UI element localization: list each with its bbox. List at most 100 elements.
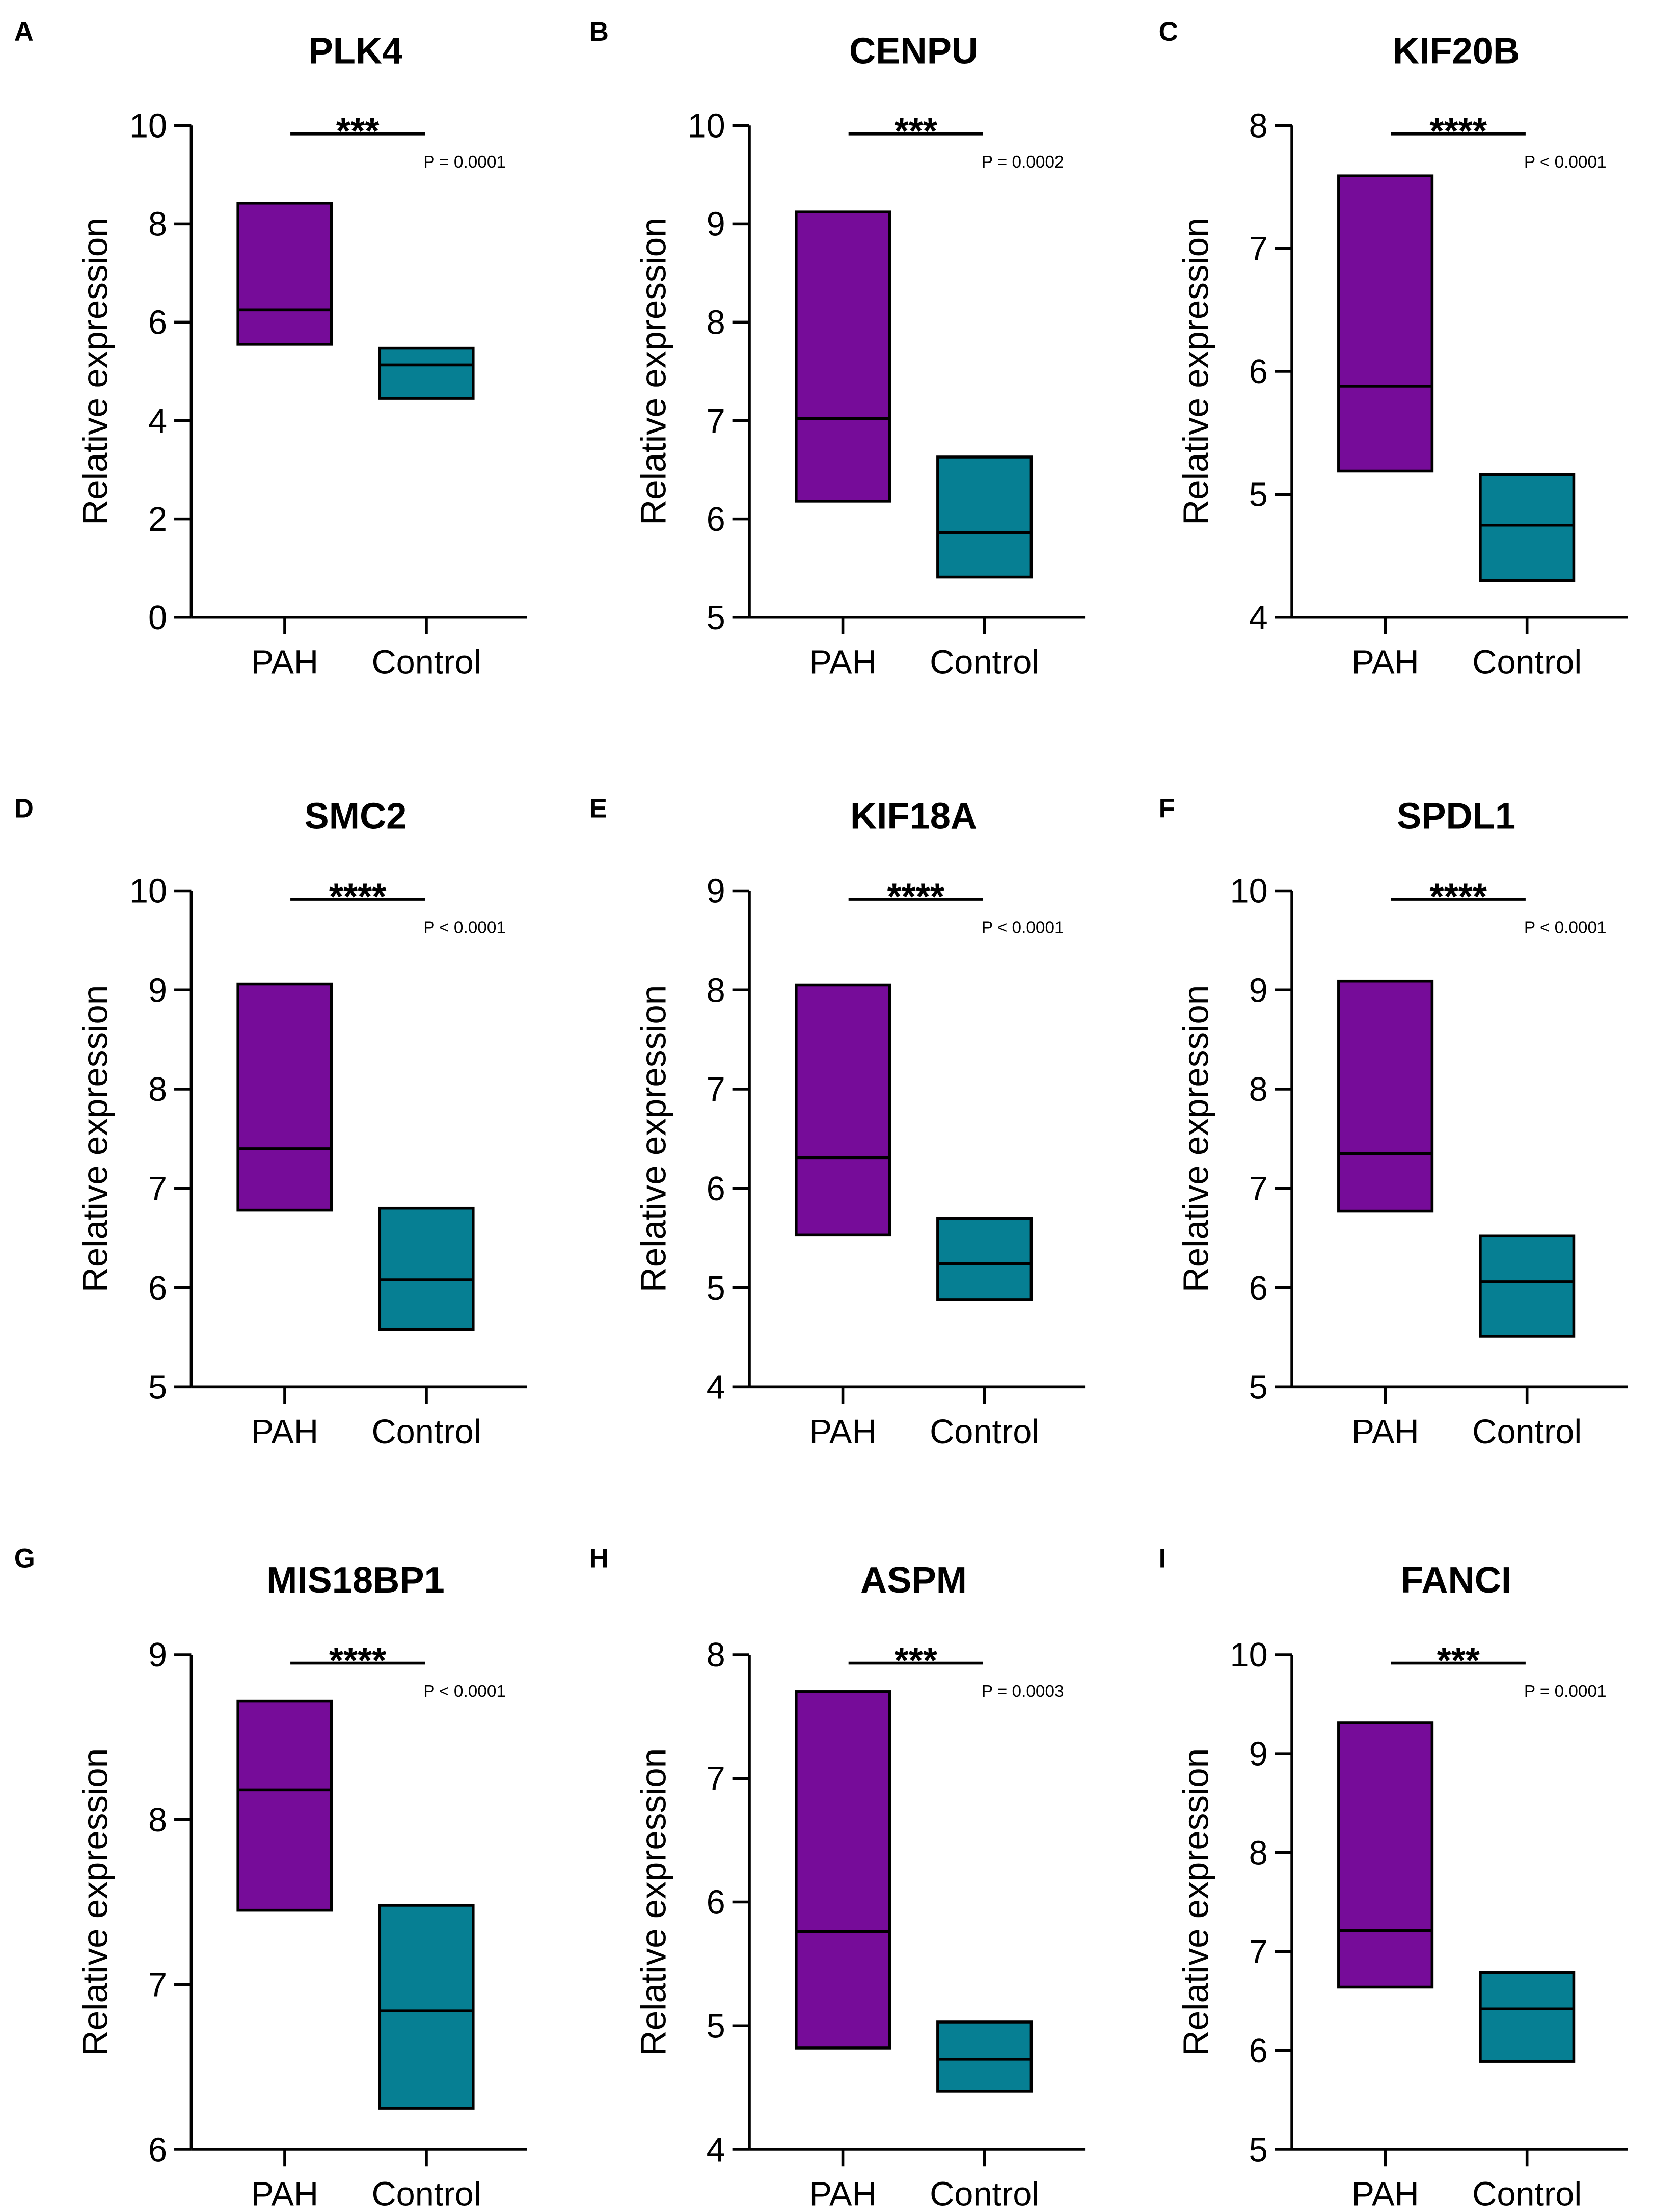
- y-tick-label: 0: [148, 599, 167, 637]
- y-tick-label: 10: [1230, 873, 1268, 910]
- y-tick-label: 8: [707, 304, 725, 342]
- y-tick-label: 9: [707, 206, 725, 244]
- x-tick-label: Control: [371, 2176, 481, 2210]
- y-tick-label: 5: [707, 2008, 725, 2045]
- panel-letter: I: [1159, 1544, 1167, 1574]
- panel-letter: E: [589, 794, 607, 824]
- chart-title: KIF20B: [1393, 31, 1520, 72]
- y-tick-label: 4: [148, 402, 167, 440]
- y-tick-label: 7: [1249, 230, 1268, 268]
- y-tick-label: 9: [148, 1636, 167, 1674]
- p-value-label: P < 0.0001: [423, 919, 506, 937]
- y-tick-label: 8: [148, 206, 167, 244]
- p-value-label: P = 0.0003: [982, 1682, 1064, 1701]
- floating-bar-pah: [795, 210, 891, 503]
- floating-bar-pah: [236, 202, 333, 346]
- floating-bar-control: [378, 346, 475, 400]
- p-value-label: P = 0.0002: [982, 153, 1064, 172]
- significance-stars: ***: [895, 111, 937, 152]
- y-tick-label: 9: [1249, 972, 1268, 1010]
- y-axis-label: Relative expression: [633, 985, 673, 1292]
- y-tick-label: 7: [707, 402, 725, 440]
- chart-panel: B CENPU 5 6 7 8 9 10 Relative expression PAH Contr…: [589, 17, 1086, 681]
- x-tick-label: PAH: [809, 2176, 876, 2210]
- y-axis-label: Relative expression: [1176, 218, 1215, 525]
- floating-bar-control: [1479, 473, 1576, 582]
- p-value-label: P < 0.0001: [423, 1682, 506, 1701]
- y-tick-label: 10: [688, 107, 725, 145]
- chart-title: SPDL1: [1397, 796, 1515, 837]
- floating-bar-control: [936, 2020, 1033, 2093]
- y-tick-label: 8: [148, 1071, 167, 1109]
- y-tick-label: 6: [1249, 353, 1268, 391]
- p-value-label: P < 0.0001: [1524, 153, 1607, 172]
- panel-letter: F: [1159, 794, 1175, 824]
- panel-letter: C: [1159, 17, 1178, 47]
- y-tick-label: 2: [148, 501, 167, 538]
- y-axis-label: Relative expression: [75, 218, 115, 525]
- x-tick-label: PAH: [251, 644, 318, 682]
- x-tick-label: Control: [1472, 644, 1582, 682]
- y-tick-label: 4: [1249, 599, 1268, 637]
- y-tick-label: 7: [148, 1966, 167, 2004]
- chart-title: FANCI: [1401, 1560, 1511, 1601]
- y-tick-label: 5: [1249, 2131, 1268, 2169]
- chart-panel: I FANCI 5 6 7 8 9 10 Relative expression PAH Contr…: [1159, 1544, 1628, 2210]
- floating-bar-pah: [236, 1699, 333, 1912]
- y-tick-label: 7: [707, 1760, 725, 1798]
- x-tick-label: PAH: [251, 2176, 318, 2210]
- panel-letter: B: [589, 17, 609, 47]
- p-value-label: P = 0.0001: [1524, 1682, 1607, 1701]
- floating-bar-pah: [1337, 1721, 1434, 1989]
- significance-stars: ****: [329, 877, 387, 918]
- y-tick-label: 10: [129, 873, 167, 910]
- significance-stars: ****: [887, 877, 945, 918]
- x-tick-label: Control: [1472, 2176, 1582, 2210]
- chart-title: CENPU: [849, 31, 978, 72]
- floating-bar-pah: [795, 983, 891, 1237]
- floating-bar-pah: [795, 1690, 891, 2050]
- y-tick-label: 6: [707, 501, 725, 538]
- y-tick-label: 5: [707, 599, 725, 637]
- y-tick-label: 10: [1230, 1636, 1268, 1674]
- y-axis-label: Relative expression: [633, 218, 673, 525]
- x-tick-label: Control: [371, 644, 481, 682]
- y-tick-label: 8: [707, 1636, 725, 1674]
- chart-panel: H ASPM 4 5 6 7 8 Relative expression PAH Control *…: [589, 1544, 1086, 2210]
- y-axis-label: Relative expression: [75, 1748, 115, 2056]
- floating-bar-control: [378, 1904, 475, 2110]
- y-axis-label: Relative expression: [1176, 1748, 1215, 2056]
- y-tick-label: 4: [707, 1369, 725, 1407]
- panel-letter: D: [14, 794, 34, 824]
- significance-stars: ***: [1437, 1640, 1480, 1681]
- chart-panel: F SPDL1 5 6 7 8 9 10 Relative expression PAH Contr…: [1159, 794, 1628, 1451]
- chart-title: MIS18BP1: [266, 1560, 445, 1601]
- p-value-label: P = 0.0001: [423, 153, 506, 172]
- y-tick-label: 7: [707, 1071, 725, 1109]
- floating-bar-pah: [236, 982, 333, 1212]
- chart-panel: C KIF20B 4 5 6 7 8 Relative expression PAH Contro…: [1159, 17, 1628, 681]
- chart-panel: D SMC2 5 6 7 8 9 10 Relative expression PAH Contro…: [14, 794, 527, 1451]
- floating-bar-control: [1479, 1971, 1576, 2063]
- y-tick-label: 8: [1249, 107, 1268, 145]
- significance-stars: ***: [336, 111, 379, 152]
- p-value-label: P < 0.0001: [1524, 919, 1607, 937]
- y-axis-label: Relative expression: [75, 985, 115, 1292]
- x-tick-label: PAH: [1351, 1413, 1419, 1451]
- y-tick-label: 6: [1249, 2032, 1268, 2070]
- y-axis-label: Relative expression: [633, 1748, 673, 2056]
- y-tick-label: 7: [148, 1170, 167, 1208]
- y-axis-label: Relative expression: [1176, 985, 1215, 1292]
- x-tick-label: Control: [1472, 1413, 1582, 1451]
- floating-bar-control: [936, 1217, 1033, 1301]
- y-tick-label: 5: [148, 1369, 167, 1407]
- y-tick-label: 5: [707, 1270, 725, 1307]
- y-tick-label: 7: [1249, 1170, 1268, 1208]
- x-tick-label: Control: [930, 1413, 1039, 1451]
- y-tick-label: 6: [707, 1884, 725, 1922]
- panel-letter: G: [14, 1544, 35, 1574]
- x-tick-label: PAH: [1351, 644, 1419, 682]
- y-tick-label: 5: [1249, 1369, 1268, 1407]
- significance-stars: ****: [1430, 877, 1487, 918]
